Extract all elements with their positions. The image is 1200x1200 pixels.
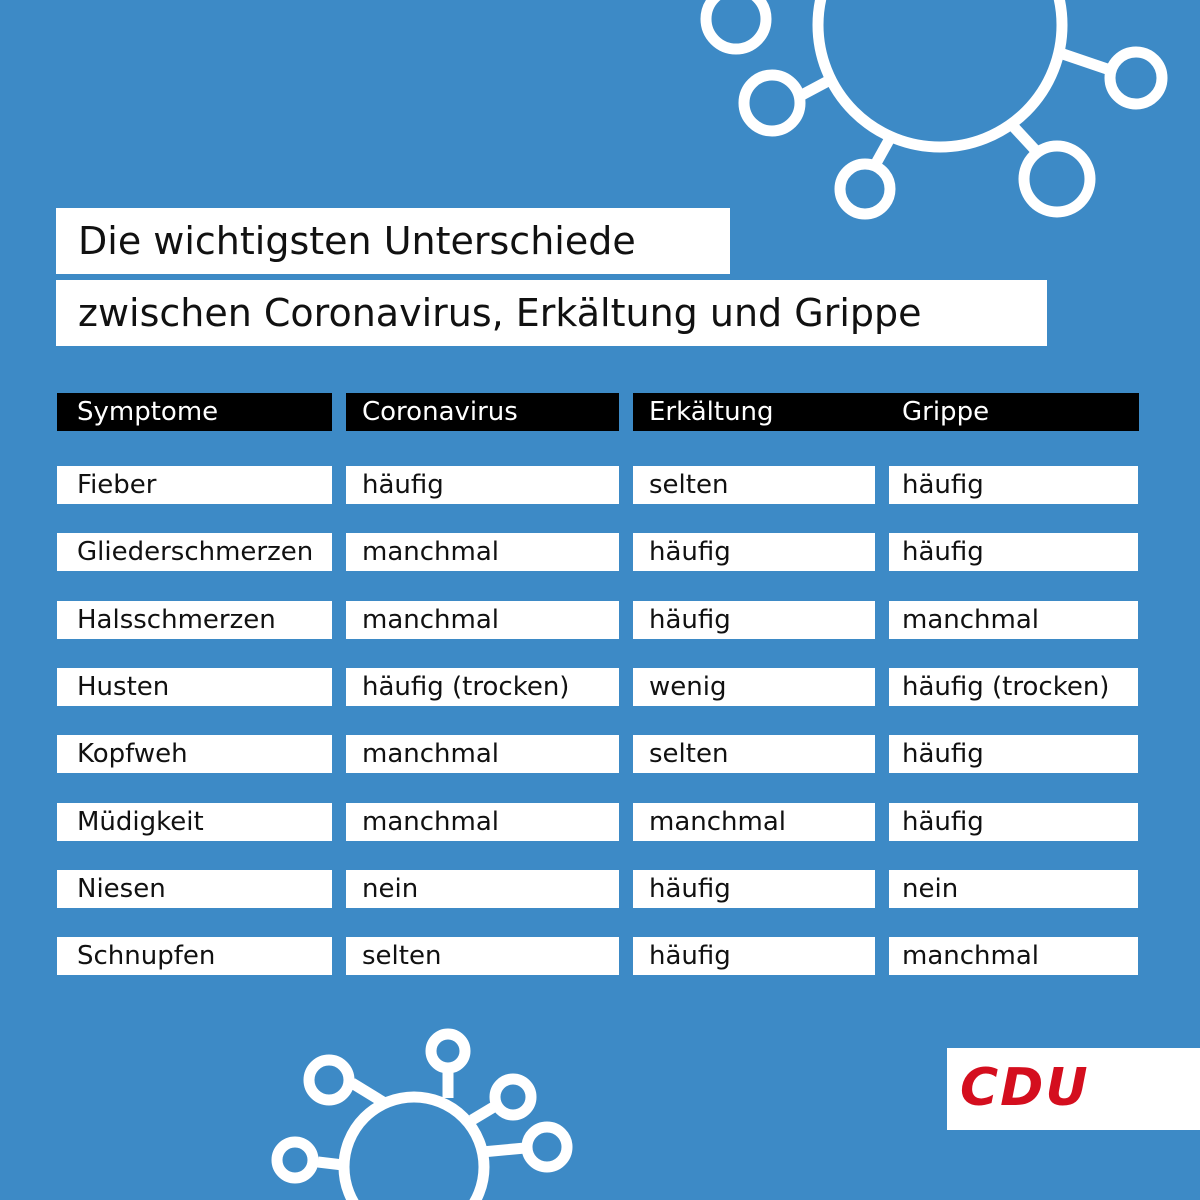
value-cell: manchmal [346, 533, 619, 571]
value-cell: manchmal [346, 601, 619, 639]
value-cell: manchmal [346, 803, 619, 841]
value-cell: häufig [633, 601, 875, 639]
symptom-cell: Schnupfen [57, 937, 332, 975]
logo-box [947, 1048, 1200, 1130]
value-cell: häufig (trocken) [889, 668, 1138, 706]
value-cell: häufig [889, 803, 1138, 841]
value-cell: häufig [889, 533, 1138, 571]
value-cell: häufig [889, 735, 1138, 773]
value-cell: selten [346, 937, 619, 975]
value-cell: manchmal [346, 735, 619, 773]
title-line-1: Die wichtigsten Unterschiede [56, 208, 730, 274]
header-symptome: Symptome [57, 393, 332, 431]
value-cell: häufig [346, 466, 619, 504]
symptom-cell: Niesen [57, 870, 332, 908]
value-cell: häufig [889, 466, 1138, 504]
value-cell: selten [633, 466, 875, 504]
value-cell: manchmal [889, 601, 1138, 639]
symptom-cell: Fieber [57, 466, 332, 504]
value-cell: manchmal [633, 803, 875, 841]
value-cell: häufig (trocken) [346, 668, 619, 706]
value-cell: wenig [633, 668, 875, 706]
title-line-2: zwischen Coronavirus, Erkältung und Grip… [56, 280, 1047, 346]
symptom-cell: Halsschmerzen [57, 601, 332, 639]
value-cell: häufig [633, 870, 875, 908]
header-grippe: Grippe [889, 393, 1139, 431]
cdu-logo: CDU [960, 1058, 1090, 1118]
value-cell: häufig [633, 533, 875, 571]
value-cell: häufig [633, 937, 875, 975]
symptom-cell: Gliederschmerzen [57, 533, 332, 571]
value-cell: selten [633, 735, 875, 773]
symptom-cell: Husten [57, 668, 332, 706]
symptom-cell: Müdigkeit [57, 803, 332, 841]
header-coronavirus: Coronavirus [346, 393, 619, 431]
value-cell: nein [346, 870, 619, 908]
header-erkaeltung: Erkältung [633, 393, 890, 431]
value-cell: manchmal [889, 937, 1138, 975]
symptom-cell: Kopfweh [57, 735, 332, 773]
value-cell: nein [889, 870, 1138, 908]
